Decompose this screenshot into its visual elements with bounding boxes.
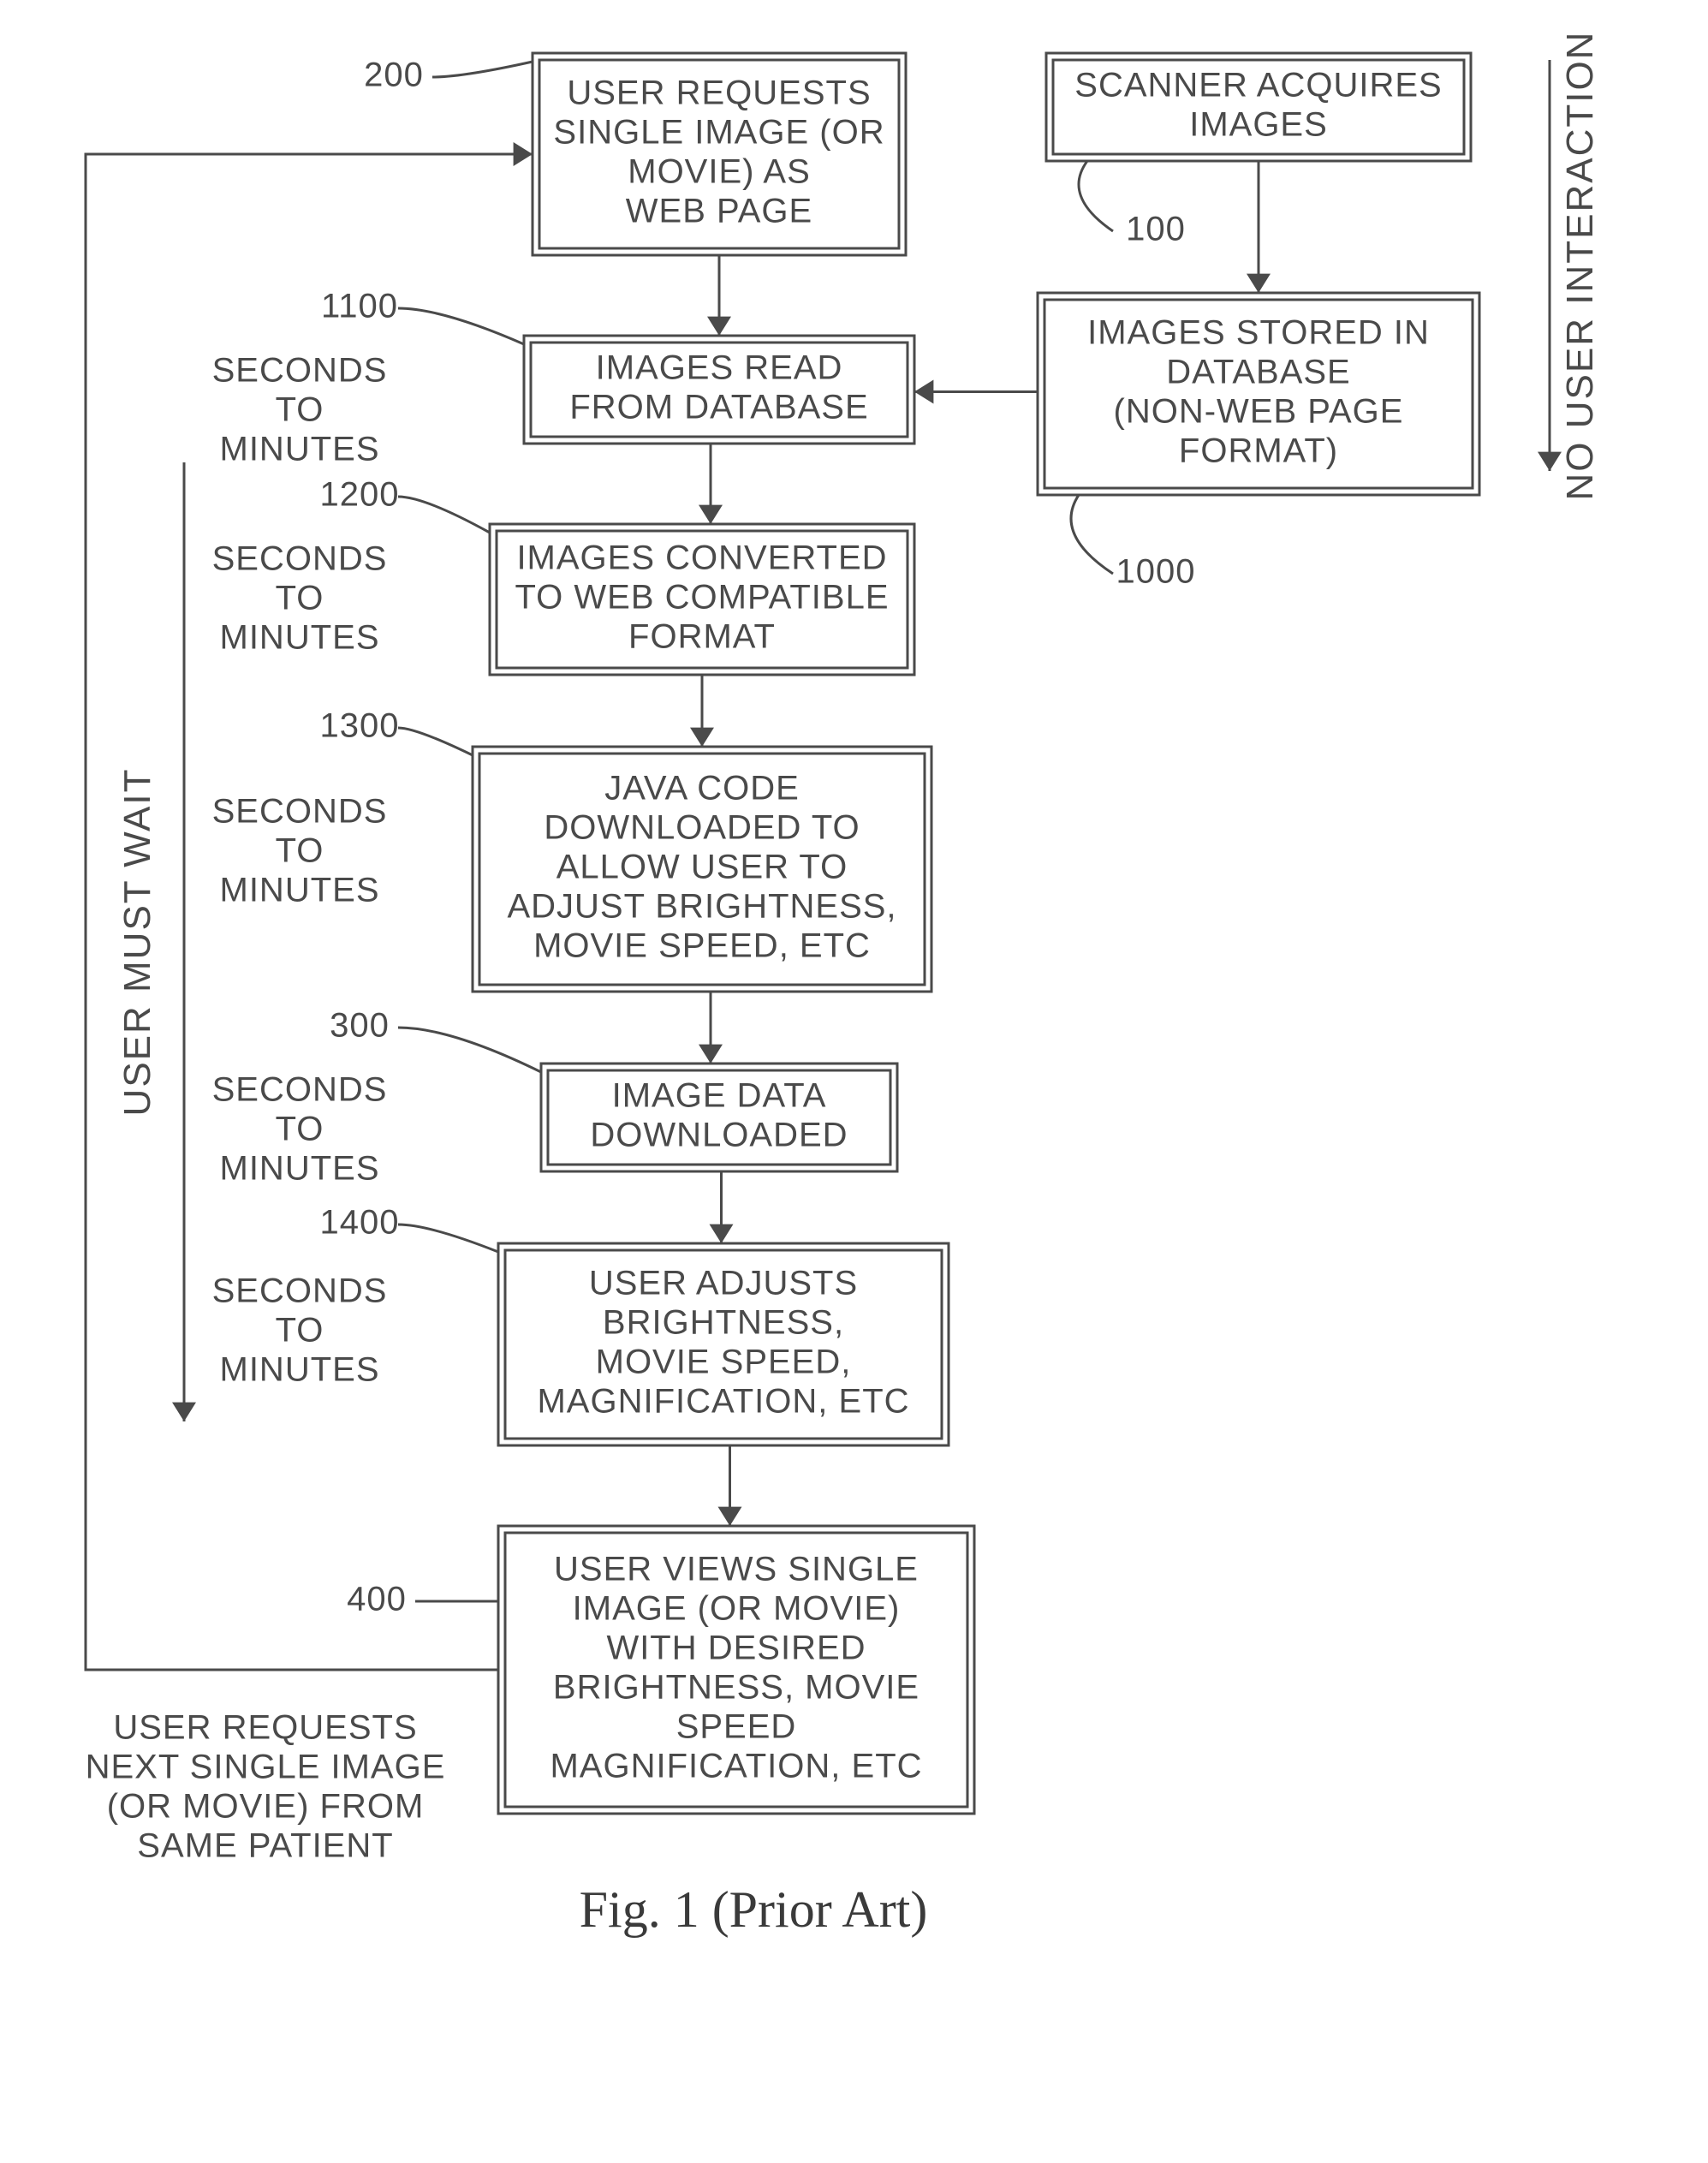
box-text: IMAGES — [1189, 106, 1328, 144]
box-text: MAGNIFICATION, ETC — [537, 1383, 909, 1421]
flow-box: JAVA CODEDOWNLOADED TOALLOW USER TOADJUS… — [473, 747, 931, 992]
box-text: FORMAT — [628, 618, 776, 656]
ref-leader — [398, 1028, 541, 1072]
box-text: SPEED — [676, 1708, 797, 1746]
flow-box: USER ADJUSTSBRIGHTNESS,MOVIE SPEED,MAGNI… — [498, 1243, 949, 1445]
ref-number: 1300 — [320, 707, 400, 745]
timing-label: SECONDS — [212, 540, 388, 578]
box-text: FORMAT) — [1179, 432, 1338, 470]
timing-label: TO — [276, 832, 324, 870]
timing-label: TO — [276, 1111, 324, 1148]
timing-label: TO — [276, 1312, 324, 1350]
box-text: IMAGE DATA — [612, 1077, 827, 1115]
flow-box: IMAGE DATADOWNLOADED — [541, 1064, 897, 1171]
flowchart-diagram: USER REQUESTSSINGLE IMAGE (ORMOVIE) ASWE… — [0, 0, 1708, 2163]
box-text: USER REQUESTS — [567, 74, 871, 112]
box-text: WITH DESIRED — [606, 1630, 866, 1667]
timing-label: MINUTES — [220, 1351, 380, 1389]
box-text: FROM DATABASE — [569, 389, 868, 426]
box-text: BRIGHTNESS, MOVIE — [553, 1669, 919, 1707]
loopback-label: NEXT SINGLE IMAGE — [86, 1749, 446, 1786]
box-text: MAGNIFICATION, ETC — [550, 1748, 922, 1785]
ref-leader — [398, 728, 473, 755]
box-text: SCANNER ACQUIRES — [1074, 67, 1442, 104]
box-text: WEB PAGE — [626, 193, 812, 230]
box-text: ADJUST BRIGHTNESS, — [507, 888, 896, 926]
ref-leader — [398, 497, 490, 533]
timing-label: TO — [276, 391, 324, 429]
ref-leader — [398, 308, 524, 344]
box-text: MOVIE SPEED, ETC — [533, 927, 871, 965]
timing-label: TO — [276, 580, 324, 617]
timing-label: SECONDS — [212, 1071, 388, 1109]
ref-number: 100 — [1126, 211, 1186, 248]
timing-label: SECONDS — [212, 793, 388, 831]
timing-label: SECONDS — [212, 352, 388, 390]
ref-number: 400 — [347, 1581, 407, 1618]
box-text: USER ADJUSTS — [589, 1265, 858, 1302]
box-text: JAVA CODE — [604, 770, 800, 807]
flow-box: SCANNER ACQUIRESIMAGES — [1046, 53, 1471, 161]
loopback-label: SAME PATIENT — [137, 1827, 393, 1865]
ref-leader — [1079, 161, 1113, 231]
figure-caption: Fig. 1 (Prior Art) — [580, 1881, 928, 1938]
loopback-label: USER REQUESTS — [113, 1709, 417, 1747]
ref-leader — [1071, 495, 1113, 574]
box-text: DOWNLOADED — [590, 1117, 848, 1154]
box-text: BRIGHTNESS, — [603, 1304, 844, 1342]
ref-number: 1000 — [1116, 553, 1196, 591]
box-text: (NON-WEB PAGE — [1114, 393, 1404, 431]
ref-number: 300 — [330, 1007, 390, 1045]
box-text: MOVIE) AS — [628, 153, 811, 191]
box-text: DATABASE — [1166, 354, 1350, 391]
box-text: IMAGES STORED IN — [1087, 314, 1430, 352]
timing-label: SECONDS — [212, 1272, 388, 1310]
box-text: DOWNLOADED TO — [544, 809, 860, 847]
ref-number: 1100 — [321, 288, 398, 325]
box-text: SINGLE IMAGE (OR — [553, 114, 884, 152]
box-text: IMAGES CONVERTED — [516, 539, 887, 577]
box-text: MOVIE SPEED, — [596, 1344, 852, 1381]
ref-leader — [432, 62, 533, 77]
vertical-label: USER MUST WAIT — [116, 768, 158, 1117]
ref-number: 1200 — [320, 476, 400, 514]
timing-label: MINUTES — [220, 619, 380, 657]
box-text: ALLOW USER TO — [556, 849, 848, 886]
flow-box: IMAGES READFROM DATABASE — [524, 336, 914, 444]
ref-number: 200 — [364, 57, 424, 94]
flow-box: USER REQUESTSSINGLE IMAGE (ORMOVIE) ASWE… — [533, 53, 906, 255]
loopback-label: (OR MOVIE) FROM — [107, 1788, 425, 1826]
timing-label: MINUTES — [220, 1150, 380, 1188]
box-text: IMAGE (OR MOVIE) — [573, 1590, 901, 1628]
flow-box: USER VIEWS SINGLEIMAGE (OR MOVIE)WITH DE… — [498, 1526, 974, 1814]
ref-number: 1400 — [320, 1204, 400, 1242]
flow-box: IMAGES STORED INDATABASE(NON-WEB PAGEFOR… — [1038, 293, 1479, 495]
box-text: IMAGES READ — [596, 349, 843, 387]
box-text: TO WEB COMPATIBLE — [515, 579, 889, 617]
vertical-label: NO USER INTERACTION — [1559, 31, 1601, 501]
box-text: USER VIEWS SINGLE — [554, 1551, 919, 1588]
timing-label: MINUTES — [220, 872, 380, 909]
flow-box: IMAGES CONVERTEDTO WEB COMPATIBLEFORMAT — [490, 524, 914, 675]
timing-label: MINUTES — [220, 431, 380, 468]
ref-leader — [398, 1225, 498, 1252]
